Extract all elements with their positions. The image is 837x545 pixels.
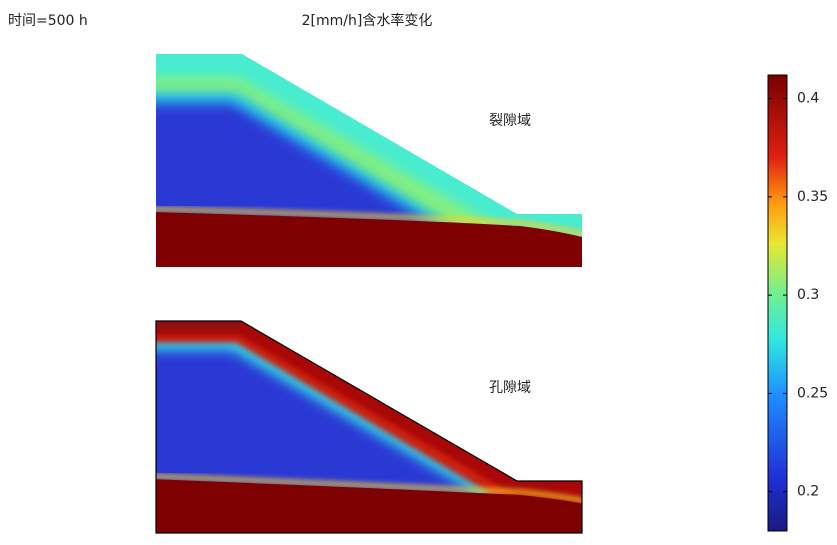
colorbar-tick-label: 0.35 bbox=[797, 189, 828, 205]
panel-label: 裂隙域 bbox=[489, 113, 531, 129]
colorbar-tick-label: 0.2 bbox=[797, 484, 819, 500]
colorbar-tick-label: 0.3 bbox=[797, 287, 819, 303]
panel-label: 孔隙域 bbox=[489, 380, 531, 396]
field-top bbox=[156, 54, 582, 267]
chart-title: 2[mm/h]含水率变化 bbox=[302, 12, 433, 29]
time-label: 时间=500 h bbox=[8, 13, 88, 29]
field-bottom bbox=[156, 321, 582, 533]
colorbar bbox=[767, 74, 788, 532]
panel-outline bbox=[155, 320, 583, 534]
colorbar-tick-label: 0.4 bbox=[797, 91, 819, 107]
colorbar-tick-label: 0.25 bbox=[797, 385, 828, 401]
